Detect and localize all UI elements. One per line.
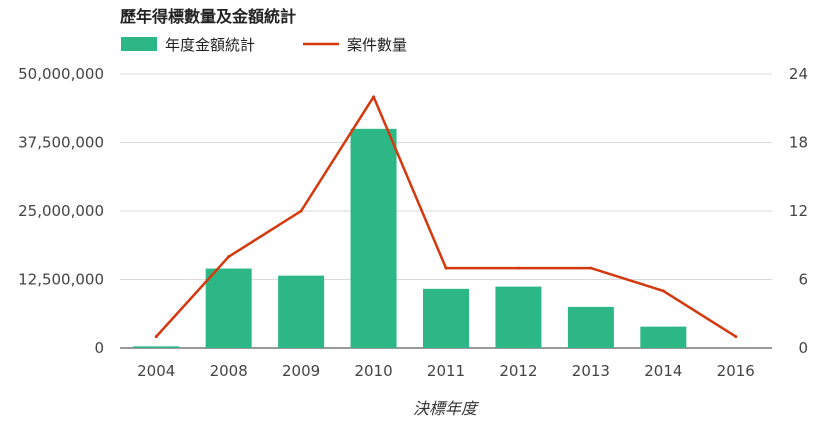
line-point (299, 209, 303, 213)
bar (133, 346, 180, 348)
bar (495, 286, 542, 348)
bar (278, 275, 325, 348)
left-axis: 0 12,500,000 25,000,000 37,500,000 50,000,00… (18, 65, 104, 357)
x-tick-label: 2013 (572, 362, 610, 380)
bar (423, 288, 469, 348)
y2-tick-label: 18 (789, 134, 808, 152)
right-axis: 0 6 12 18 24 (789, 65, 808, 357)
legend-swatch-bar (121, 37, 157, 51)
y2-tick-label: 12 (789, 202, 808, 220)
x-tick-label: 2016 (717, 362, 755, 380)
y2-tick-label: 24 (789, 65, 808, 83)
line-point (589, 266, 593, 270)
x-tick-label: 2012 (499, 362, 537, 380)
legend-label-line: 案件數量 (347, 36, 407, 54)
y2-tick-label: 6 (798, 271, 808, 289)
line-point (516, 266, 520, 270)
legend: 年度金額統計 案件數量 (121, 36, 407, 54)
bar (350, 128, 397, 348)
chart-title: 歷年得標數量及金額統計 (120, 7, 296, 26)
x-tick-label: 2010 (354, 362, 392, 380)
x-tick-label: 2008 (210, 362, 248, 380)
legend-label-bar: 年度金額統計 (165, 36, 255, 54)
line-series (154, 95, 738, 339)
line-point (734, 335, 738, 339)
y-tick-label: 37,500,000 (18, 134, 104, 152)
x-axis-label: 決標年度 (413, 399, 480, 418)
x-tick-label: 2011 (427, 362, 465, 380)
bar-series (133, 128, 687, 348)
line-point (227, 255, 231, 259)
x-tick-label: 2009 (282, 362, 320, 380)
line-point (661, 289, 665, 293)
x-tick-label: 2014 (644, 362, 682, 380)
bar (567, 306, 614, 348)
y2-tick-label: 0 (798, 339, 808, 357)
x-axis: 2004 2008 2009 2010 2011 2012 2013 2014 2016 (137, 362, 755, 380)
line-point (372, 95, 376, 99)
y-tick-label: 12,500,000 (18, 271, 104, 289)
y-tick-label: 25,000,000 (18, 202, 104, 220)
line-point (444, 266, 448, 270)
y-tick-label: 0 (94, 339, 104, 357)
line-point (154, 335, 158, 339)
y-tick-label: 50,000,000 (18, 65, 104, 83)
bar (640, 326, 687, 348)
x-tick-label: 2004 (137, 362, 175, 380)
bar (205, 268, 252, 348)
